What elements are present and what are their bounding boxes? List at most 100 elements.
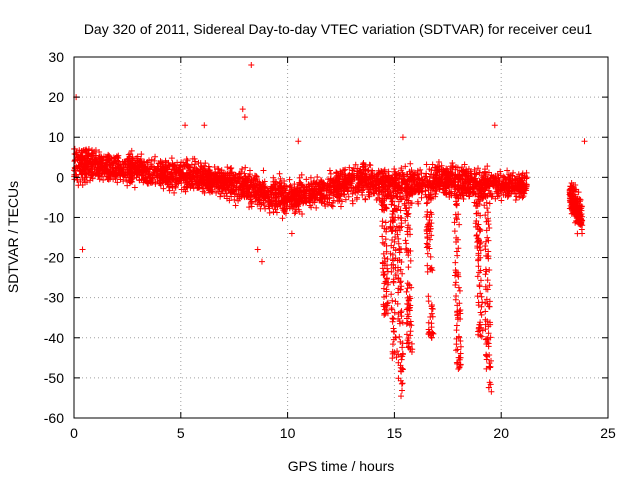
data-point <box>473 210 480 217</box>
data-point <box>435 182 442 189</box>
data-point <box>337 203 344 210</box>
data-point <box>229 169 236 176</box>
data-point <box>199 185 206 192</box>
data-point <box>482 316 489 323</box>
data-point <box>455 354 462 361</box>
data-point <box>327 180 334 187</box>
data-point <box>113 170 120 177</box>
data-point <box>327 170 334 177</box>
data-point <box>342 166 349 173</box>
data-point <box>443 174 450 181</box>
y-tick-label: -30 <box>44 290 64 306</box>
data-point <box>478 333 485 340</box>
data-point <box>418 188 425 195</box>
data-point <box>187 164 194 171</box>
data-point <box>155 160 162 167</box>
data-point <box>512 196 519 203</box>
data-point <box>187 184 194 191</box>
data-point <box>485 253 492 260</box>
data-point <box>425 179 432 186</box>
data-point <box>473 171 480 178</box>
data-point <box>247 171 254 178</box>
data-point <box>381 240 388 247</box>
data-point <box>579 230 586 237</box>
data-point <box>437 178 444 185</box>
data-point <box>388 228 395 235</box>
data-point <box>477 247 484 254</box>
data-point <box>216 173 223 180</box>
data-point <box>71 164 78 171</box>
data-point <box>428 184 435 191</box>
data-point <box>241 191 248 198</box>
data-point <box>313 204 320 211</box>
data-point <box>360 164 367 171</box>
data-point <box>390 328 397 335</box>
data-point <box>427 332 434 339</box>
data-point <box>426 328 433 335</box>
data-point <box>261 191 268 198</box>
data-point <box>120 163 127 170</box>
data-point <box>498 197 505 204</box>
data-point <box>483 365 490 372</box>
data-point <box>394 194 401 201</box>
data-point <box>288 230 295 237</box>
data-point <box>485 237 492 244</box>
data-point <box>185 181 192 188</box>
data-point <box>477 309 484 316</box>
data-point <box>488 388 495 395</box>
data-point <box>147 161 154 168</box>
data-point <box>268 183 275 190</box>
data-point <box>125 162 132 169</box>
data-point <box>428 171 435 178</box>
data-point <box>429 306 436 313</box>
data-point <box>256 195 263 202</box>
data-point <box>485 330 492 337</box>
data-point <box>462 176 469 183</box>
data-point <box>487 190 494 197</box>
data-point <box>114 179 121 186</box>
data-point <box>402 205 409 212</box>
data-point <box>484 215 491 222</box>
data-point <box>402 245 409 252</box>
data-point <box>224 174 231 181</box>
data-point <box>395 359 402 366</box>
data-point <box>509 187 516 194</box>
data-point <box>447 170 454 177</box>
data-point <box>165 184 172 191</box>
data-point <box>232 202 239 209</box>
data-point <box>398 215 405 222</box>
data-point <box>411 186 418 193</box>
data-point <box>224 164 231 171</box>
data-point <box>408 179 415 186</box>
data-point <box>378 206 385 213</box>
data-point <box>200 168 207 175</box>
data-point <box>389 350 396 357</box>
data-point <box>454 346 461 353</box>
data-point <box>151 157 158 164</box>
data-point <box>277 200 284 207</box>
data-point <box>394 185 401 192</box>
data-point <box>174 159 181 166</box>
data-point <box>488 193 495 200</box>
data-point <box>500 191 507 198</box>
data-point <box>350 174 357 181</box>
data-point <box>499 182 506 189</box>
data-point <box>385 186 392 193</box>
data-point <box>246 189 253 196</box>
data-point <box>211 163 218 170</box>
data-point <box>453 347 460 354</box>
data-point <box>476 327 483 334</box>
data-point <box>269 191 276 198</box>
data-point <box>454 171 461 178</box>
data-point <box>308 196 315 203</box>
data-point <box>424 250 431 257</box>
data-point <box>233 183 240 190</box>
data-point <box>397 279 404 286</box>
data-point <box>407 257 414 264</box>
data-point <box>484 335 491 342</box>
chart-title: Day 320 of 2011, Sidereal Day-to-day VTE… <box>84 21 593 37</box>
data-point <box>85 153 92 160</box>
data-point <box>179 166 186 173</box>
